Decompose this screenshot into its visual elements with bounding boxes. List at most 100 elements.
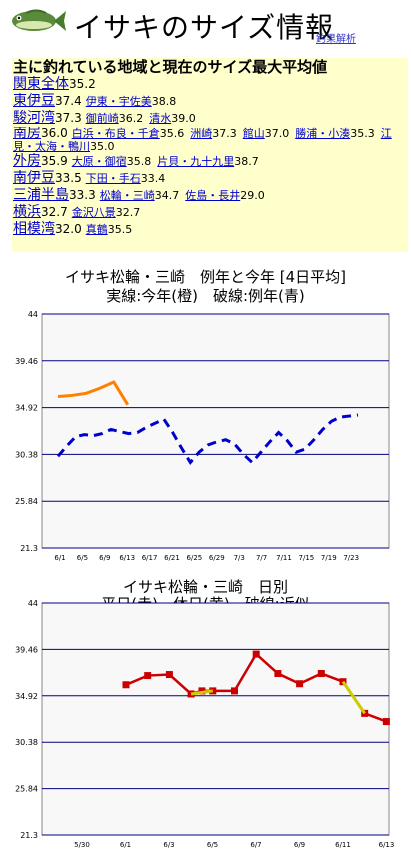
region-row: 外房35.9 大原・御宿35.8 片貝・九十九里38.7 bbox=[12, 153, 408, 170]
y-tick-label: 44 bbox=[28, 310, 38, 319]
subregion-link[interactable]: 清水 bbox=[149, 112, 172, 125]
x-tick-label: 6/13 bbox=[379, 841, 395, 849]
region-link[interactable]: 横浜 bbox=[13, 204, 41, 220]
x-tick-label: 6/17 bbox=[142, 554, 158, 562]
subregion-link[interactable]: 洲崎 bbox=[190, 127, 213, 140]
subregion-link[interactable]: 大原・御宿 bbox=[71, 155, 127, 168]
chart-title: イサキ松輪・三崎 例年と今年 [4日平均] bbox=[64, 268, 347, 286]
x-tick-label: 6/21 bbox=[164, 554, 180, 562]
chart-yearly-plot: 44 39.46 34.92 30.38 25.84 21.3 6/1 6/5 6/9 6/13 6… bbox=[15, 310, 390, 562]
subregion-link[interactable]: 勝浦・小湊 bbox=[295, 127, 351, 140]
y-tick-label: 25.84 bbox=[15, 497, 38, 506]
plot-area bbox=[41, 313, 390, 549]
series-line-holiday bbox=[341, 680, 366, 715]
chart-daily: イサキ松輪・三崎 日別 平日(赤) 休日(黄) 破線:近似 4439.4634.… bbox=[0, 578, 411, 852]
data-point bbox=[296, 680, 304, 688]
y-tick-label: 30.38 bbox=[15, 738, 38, 747]
subregion-value: 36.2 bbox=[118, 112, 144, 125]
region-link[interactable]: 外房 bbox=[13, 153, 41, 169]
subregion-link[interactable]: 金沢八景 bbox=[71, 206, 116, 219]
subregion-link[interactable]: 伊東・宇佐美 bbox=[85, 95, 152, 108]
region-value: 35.9 bbox=[41, 154, 68, 168]
subregion-link[interactable]: 御前崎 bbox=[85, 112, 119, 125]
y-tick-label: 44 bbox=[28, 599, 38, 608]
x-tick-label: 6/7 bbox=[250, 841, 261, 849]
region-value: 32.7 bbox=[41, 205, 68, 219]
header: イサキのサイズ情報 釣果解析 bbox=[0, 0, 411, 56]
data-point bbox=[231, 687, 238, 695]
region-link[interactable]: 南房 bbox=[13, 127, 41, 141]
x-tick-label: 7/7 bbox=[256, 554, 267, 562]
x-tick-label: 6/3 bbox=[163, 841, 174, 849]
subregion-value: 32.7 bbox=[115, 206, 141, 219]
x-tick-label: 5/30 bbox=[74, 841, 90, 849]
series-line-holiday bbox=[190, 689, 214, 696]
subregion-value: 38.8 bbox=[151, 95, 177, 108]
region-panel: 主に釣れている地域と現在のサイズ最大平均値 関東全体35.2 東伊豆37.4 伊東・… bbox=[12, 58, 408, 252]
region-value: 36.0 bbox=[41, 127, 68, 140]
data-point bbox=[274, 670, 282, 678]
x-tick-label: 6/9 bbox=[294, 841, 305, 849]
data-point bbox=[382, 718, 390, 726]
x-tick-label: 7/23 bbox=[343, 554, 359, 562]
subregion-link[interactable]: 松輪・三崎 bbox=[99, 189, 155, 202]
region-value: 37.4 bbox=[55, 94, 82, 108]
y-tick-label: 39.46 bbox=[15, 357, 38, 366]
plot-area bbox=[41, 602, 390, 836]
subregion-link[interactable]: 佐島・長井 bbox=[185, 189, 241, 202]
subregion-value: 33.4 bbox=[140, 172, 166, 185]
region-link[interactable]: 東伊豆 bbox=[13, 93, 55, 109]
subregion-value: 34.7 bbox=[154, 189, 180, 202]
region-row: 関東全体35.2 bbox=[12, 76, 408, 93]
x-tick-label: 6/1 bbox=[54, 554, 65, 562]
subregion-link[interactable]: 片貝・九十九里 bbox=[157, 155, 235, 168]
x-tick-label: 6/5 bbox=[77, 554, 88, 562]
chart-daily-plot: 44 39.46 34.92 30.38 25.84 21.3 5/30 6/1 6/3 6/5 6… bbox=[15, 599, 395, 849]
subregion-link[interactable]: 白浜・布良・千倉 bbox=[71, 127, 160, 140]
y-tick-label: 39.46 bbox=[15, 645, 38, 654]
data-point bbox=[317, 670, 325, 678]
data-point bbox=[252, 650, 260, 658]
subregion-link[interactable]: 真鶴 bbox=[85, 223, 108, 236]
x-tick-label: 6/1 bbox=[120, 841, 131, 849]
region-link[interactable]: 南伊豆 bbox=[13, 170, 55, 186]
x-tick-label: 7/19 bbox=[321, 554, 337, 562]
x-tick-label: 6/25 bbox=[187, 554, 203, 562]
subregion-value: 35.3 bbox=[350, 127, 375, 140]
data-point bbox=[144, 672, 152, 680]
subregion-value: 39.0 bbox=[171, 112, 196, 125]
data-point bbox=[165, 671, 173, 679]
region-row: 南房36.0 白浜・布良・千倉35.6 洲崎37.3 館山37.0 勝浦・小湊35.3 江… bbox=[12, 127, 408, 153]
x-tick-label: 6/29 bbox=[209, 554, 225, 562]
chart-subtitle: 実線:今年(橙) 破線:例年(青) bbox=[106, 287, 305, 305]
x-tick-label: 6/11 bbox=[335, 841, 351, 849]
region-row: 相模湾32.0 真鶴35.5 bbox=[12, 221, 408, 238]
analysis-link[interactable]: 釣果解析 bbox=[316, 34, 356, 45]
subregion-value: 35.0 bbox=[90, 140, 115, 153]
subregion-link[interactable]: 下田・手石 bbox=[85, 172, 141, 185]
region-value: 33.3 bbox=[69, 188, 96, 202]
region-row: 横浜32.7 金沢八景32.7 bbox=[12, 204, 408, 221]
region-value: 35.2 bbox=[69, 77, 96, 91]
data-point bbox=[198, 687, 206, 695]
region-link[interactable]: 三浦半島 bbox=[13, 187, 69, 203]
subregion-link[interactable]: 館山 bbox=[242, 127, 265, 140]
region-value: 33.5 bbox=[55, 171, 82, 185]
data-point bbox=[122, 681, 130, 689]
region-link[interactable]: 駿河湾 bbox=[13, 110, 55, 126]
subregion-value: 37.0 bbox=[264, 127, 290, 140]
y-tick-label: 21.3 bbox=[20, 831, 38, 840]
y-tick-label: 30.38 bbox=[15, 450, 38, 459]
fish-icon bbox=[12, 9, 66, 31]
region-link[interactable]: 相模湾 bbox=[13, 221, 55, 237]
subregion-value: 35.6 bbox=[159, 127, 185, 140]
subregion-value: 35.5 bbox=[107, 223, 133, 236]
subregion-value: 37.3 bbox=[212, 127, 237, 140]
series-line-this-year bbox=[57, 380, 130, 406]
region-link[interactable]: 関東全体 bbox=[13, 76, 69, 92]
region-row: 南伊豆33.5 下田・手石33.4 bbox=[12, 170, 408, 187]
page-title: イサキのサイズ情報 bbox=[74, 11, 335, 44]
y-tick-label: 34.92 bbox=[15, 692, 38, 701]
x-tick-label: 7/15 bbox=[299, 554, 315, 562]
subregion-link[interactable]: 江見・太海・鴨川 bbox=[13, 127, 392, 153]
